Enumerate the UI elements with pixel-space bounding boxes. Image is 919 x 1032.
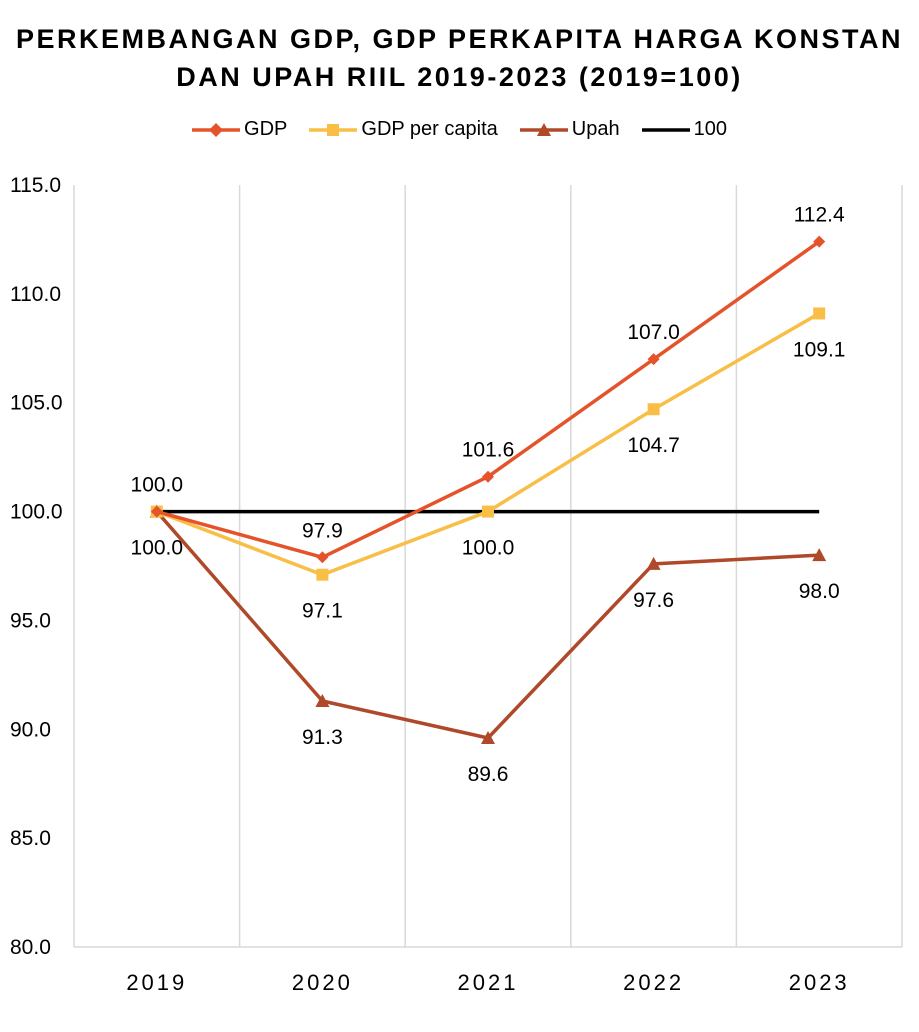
chart-title: PERKEMBANGAN GDP, GDP PERKAPITA HARGA KO… [0, 20, 919, 96]
point-gdp [482, 470, 494, 483]
legend-item-gdp: GDP [192, 118, 287, 141]
chart-title-line-1: PERKEMBANGAN GDP, GDP PERKAPITA HARGA KO… [15, 24, 904, 54]
data-label-gdp-per-capita: 109.1 [793, 338, 846, 361]
data-label-gdp-per-capita: 100.0 [462, 537, 515, 560]
point-upah [315, 693, 330, 707]
x-tick-label: 2023 [789, 970, 850, 995]
data-label-upah: 97.6 [633, 589, 674, 612]
point-upah [646, 556, 661, 570]
legend-label-gdp: GDP [244, 118, 288, 140]
legend: GDP GDP per capita Upah 100 [0, 118, 919, 141]
legend-label-gdp-per-capita: GDP per capita [361, 118, 498, 140]
y-tick-label: 105.0 [10, 392, 63, 415]
point-gdp-per-capita [813, 307, 826, 320]
data-label-gdp: 112.4 [794, 204, 845, 227]
point-gdp [150, 505, 163, 518]
legend-marker-gdp [192, 122, 241, 137]
legend-marker-100 [641, 127, 690, 132]
data-label-gdp: 101.6 [462, 439, 515, 462]
x-tick-label: 2019 [126, 970, 187, 995]
point-gdp [813, 235, 826, 248]
point-upah [812, 548, 827, 562]
y-tick-label: 100.0 [10, 501, 63, 524]
data-label-gdp: 97.9 [302, 519, 343, 542]
y-tick-label: 85.0 [10, 827, 51, 850]
point-upah [481, 730, 495, 744]
y-tick-label: 80.0 [10, 936, 51, 959]
point-gdp [647, 353, 660, 366]
legend-marker-gdp-per-capita [309, 123, 358, 136]
point-gdp-per-capita [316, 568, 329, 581]
y-tick-label: 95.0 [10, 609, 51, 632]
y-tick-label: 115.0 [10, 174, 61, 197]
point-gdp [316, 551, 329, 564]
data-label-upah: 89.6 [468, 763, 509, 786]
data-label-gdp-per-capita: 97.1 [302, 600, 343, 623]
y-tick-label: 110.0 [10, 283, 61, 306]
data-label-upah: 91.3 [302, 726, 343, 749]
x-tick-label: 2021 [458, 970, 519, 995]
data-label-gdp: 107.0 [627, 321, 680, 344]
x-tick-label: 2022 [623, 970, 684, 995]
data-label-gdp-per-capita: 100.0 [131, 537, 184, 560]
legend-marker-upah [519, 122, 568, 136]
data-label-gdp-per-capita: 104.7 [627, 434, 680, 457]
legend-item-upah: Upah [519, 118, 620, 141]
data-label-gdp: 100.0 [131, 474, 184, 497]
point-gdp-per-capita [647, 403, 660, 416]
x-tick-label: 2020 [292, 970, 353, 995]
legend-label-100: 100 [693, 118, 727, 140]
legend-label-upah: Upah [571, 118, 620, 140]
legend-item-100: 100 [641, 118, 727, 141]
chart-title-line-2: DAN UPAH RIIL 2019-2023 (2019=100) [176, 62, 743, 92]
point-gdp-per-capita [482, 505, 494, 518]
legend-item-gdp-per-capita: GDP per capita [309, 118, 498, 141]
data-label-upah: 98.0 [799, 580, 840, 603]
y-tick-label: 90.0 [10, 718, 51, 741]
